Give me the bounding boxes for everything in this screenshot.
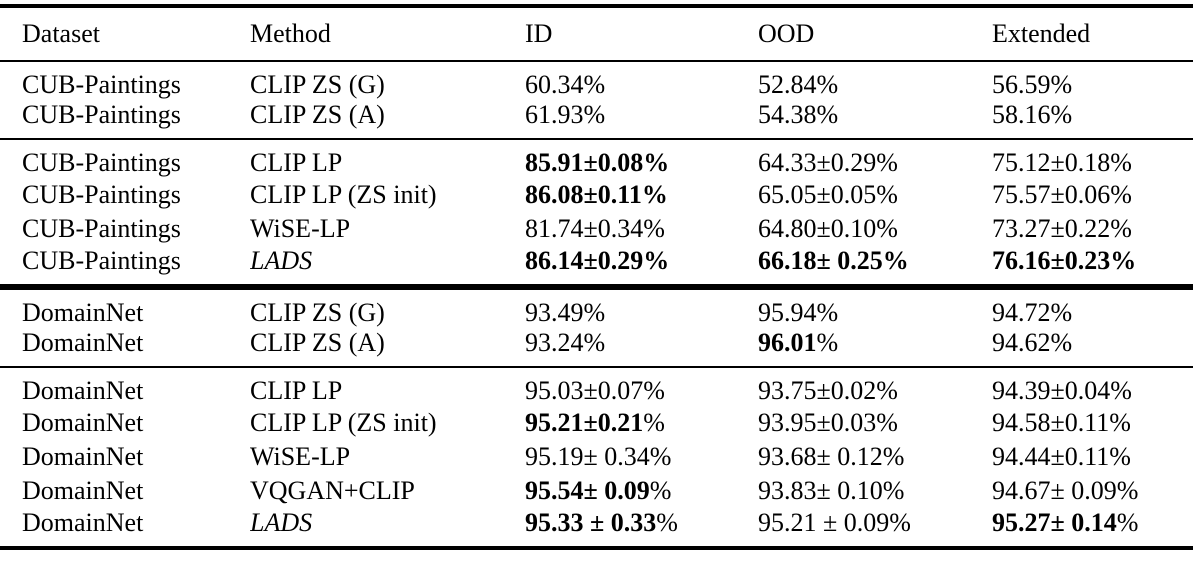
dataset-cell: DomainNet (22, 442, 144, 471)
dataset-cell: DomainNet (22, 376, 144, 405)
id-cell: 95.33 ± 0.33% (525, 508, 758, 550)
method-cell: CLIP ZS (G) (250, 298, 385, 327)
ood-cell: 52.84% (758, 70, 839, 99)
ood-cell: 93.83± 0.10% (758, 476, 905, 505)
method-cell: CLIP ZS (A) (250, 100, 525, 140)
ood-cell: 64.80±0.10% (758, 214, 898, 243)
id-cell: 95.54± 0.09% (525, 476, 672, 505)
header-row: Dataset Method ID OOD Extended (0, 4, 1193, 62)
ood-cell: 66.18± 0.25% (758, 246, 992, 290)
extended-cell: 58.16% (992, 100, 1193, 140)
method-cell: LADS (250, 246, 525, 290)
extended-cell: 76.16±0.23% (992, 246, 1193, 290)
table-row: DomainNet VQGAN+CLIP 95.54± 0.09% 93.83±… (0, 474, 1193, 508)
section-domainnet-zeroshot: DomainNet CLIP ZS (G) 93.49% 95.94% 94.7… (0, 287, 1193, 368)
method-cell: CLIP ZS (G) (250, 70, 385, 99)
section-cub-zeroshot: CUB-Paintings CLIP ZS (G) 60.34% 52.84% … (0, 61, 1193, 140)
table-row: CUB-Paintings CLIP LP 85.91±0.08% 64.33±… (0, 139, 1193, 178)
extended-cell: 94.67± 0.09% (992, 476, 1139, 505)
method-cell: WiSE-LP (250, 214, 351, 243)
extended-cell: 94.58±0.11% (992, 408, 1131, 437)
id-cell: 86.08±0.11% (525, 180, 668, 209)
extended-cell: 75.12±0.18% (992, 148, 1132, 177)
method-cell: CLIP LP (ZS init) (250, 180, 437, 209)
dataset-cell: CUB-Paintings (22, 70, 181, 99)
id-cell: 61.93% (525, 100, 758, 140)
method-cell: CLIP LP (ZS init) (250, 408, 437, 437)
section-domainnet-trained: DomainNet CLIP LP 95.03±0.07% 93.75±0.02… (0, 367, 1193, 550)
table-header: Dataset Method ID OOD Extended (0, 4, 1193, 62)
dataset-cell: CUB-Paintings (0, 100, 250, 140)
dataset-cell: DomainNet (22, 408, 144, 437)
dataset-cell: CUB-Paintings (22, 214, 181, 243)
ood-cell: 95.21 ± 0.09% (758, 508, 992, 550)
extended-cell: 94.39±0.04% (992, 376, 1132, 405)
header-id: ID (525, 4, 758, 62)
method-cell: LADS (250, 508, 525, 550)
table-row: DomainNet LADS 95.33 ± 0.33% 95.21 ± 0.0… (0, 508, 1193, 550)
header-method: Method (250, 4, 525, 62)
id-cell: 93.49% (525, 298, 606, 327)
table-row: DomainNet CLIP LP (ZS init) 95.21±0.21% … (0, 406, 1193, 440)
table-row: CUB-Paintings CLIP ZS (G) 60.34% 52.84% … (0, 61, 1193, 100)
header-extended: Extended (992, 4, 1193, 62)
ood-cell: 64.33±0.29% (758, 148, 898, 177)
id-cell: 86.14±0.29% (525, 246, 758, 290)
ood-cell: 93.75±0.02% (758, 376, 898, 405)
id-cell: 95.19± 0.34% (525, 442, 672, 471)
id-cell: 95.21±0.21% (525, 408, 665, 437)
results-table: Dataset Method ID OOD Extended CUB-Paint… (0, 4, 1193, 550)
id-cell: 95.03±0.07% (525, 376, 665, 405)
extended-cell: 75.57±0.06% (992, 180, 1132, 209)
table-row: DomainNet CLIP ZS (G) 93.49% 95.94% 94.7… (0, 287, 1193, 328)
extended-cell: 94.62% (992, 328, 1193, 368)
table-row: CUB-Paintings CLIP LP (ZS init) 86.08±0.… (0, 178, 1193, 212)
dataset-cell: CUB-Paintings (0, 246, 250, 290)
header-dataset: Dataset (0, 4, 250, 62)
extended-cell: 73.27±0.22% (992, 214, 1132, 243)
table-row: DomainNet CLIP LP 95.03±0.07% 93.75±0.02… (0, 367, 1193, 406)
extended-cell: 95.27± 0.14% (992, 508, 1193, 550)
id-cell: 85.91±0.08% (525, 148, 670, 177)
table-row: CUB-Paintings WiSE-LP 81.74±0.34% 64.80±… (0, 212, 1193, 246)
section-cub-trained: CUB-Paintings CLIP LP 85.91±0.08% 64.33±… (0, 139, 1193, 290)
ood-cell: 95.94% (758, 298, 839, 327)
dataset-cell: CUB-Paintings (22, 148, 181, 177)
method-cell: CLIP ZS (A) (250, 328, 525, 368)
dataset-cell: DomainNet (0, 328, 250, 368)
method-cell: CLIP LP (250, 376, 343, 405)
ood-cell: 65.05±0.05% (758, 180, 898, 209)
header-ood: OOD (758, 4, 992, 62)
dataset-cell: DomainNet (22, 298, 144, 327)
table-row: DomainNet CLIP ZS (A) 93.24% 96.01% 94.6… (0, 328, 1193, 368)
ood-cell: 93.68± 0.12% (758, 442, 905, 471)
id-cell: 81.74±0.34% (525, 214, 665, 243)
method-cell: CLIP LP (250, 148, 343, 177)
extended-cell: 56.59% (992, 70, 1073, 99)
extended-cell: 94.44±0.11% (992, 442, 1131, 471)
dataset-cell: CUB-Paintings (22, 180, 181, 209)
table-row: DomainNet WiSE-LP 95.19± 0.34% 93.68± 0.… (0, 440, 1193, 474)
method-cell: VQGAN+CLIP (250, 476, 415, 505)
table-row: CUB-Paintings CLIP ZS (A) 61.93% 54.38% … (0, 100, 1193, 140)
method-cell: WiSE-LP (250, 442, 351, 471)
extended-cell: 94.72% (992, 298, 1073, 327)
ood-cell: 54.38% (758, 100, 992, 140)
dataset-cell: DomainNet (22, 476, 144, 505)
id-cell: 93.24% (525, 328, 758, 368)
table-row: CUB-Paintings LADS 86.14±0.29% 66.18± 0.… (0, 246, 1193, 290)
ood-cell: 96.01% (758, 328, 992, 368)
dataset-cell: DomainNet (0, 508, 250, 550)
ood-cell: 93.95±0.03% (758, 408, 898, 437)
id-cell: 60.34% (525, 70, 606, 99)
